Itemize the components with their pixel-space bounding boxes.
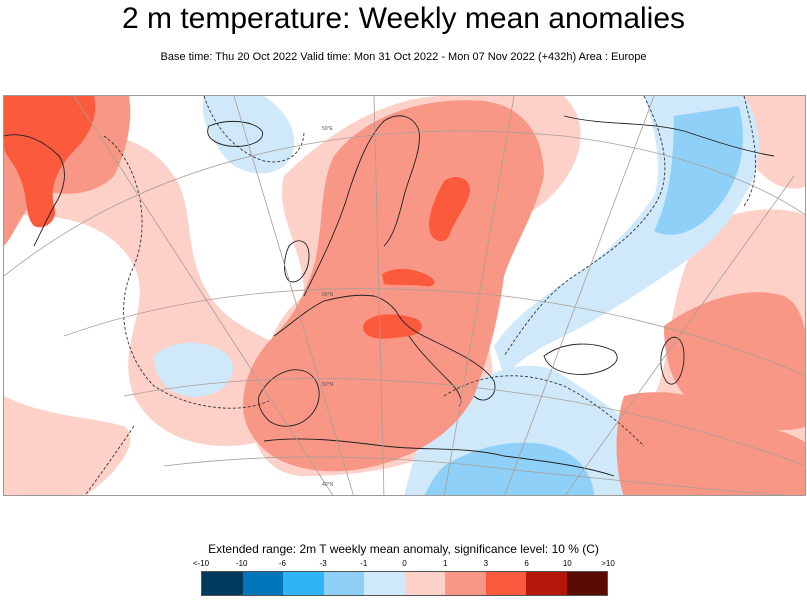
greenland-coast [4,134,65,247]
anomaly-map: 50°E 60°N 50°N 40°N [3,95,806,496]
legend-swatch [202,572,243,595]
meridian-5 [504,96,655,495]
europe-coast [273,294,496,401]
turkey-warm-area [664,292,805,431]
southern-light-warm-area [4,396,131,495]
parallel-30n [163,456,786,495]
parallel-40n [123,378,805,466]
russia-arctic-coast [563,115,775,157]
significance-contours [84,96,756,495]
caspian-coast [660,336,685,385]
legend-label: 3 [483,559,489,568]
meridian-1 [73,96,334,495]
legend-swatch [526,572,567,595]
parallel-60n [4,130,805,277]
parallel-50n [63,288,805,376]
legend-label: >10 [601,559,615,568]
legend-swatch [364,572,405,595]
legend-labels: <-10 -10 -6 -3 -1 0 1 3 6 10 >10 [0,559,807,570]
central-europe-strong-warm-area [382,268,435,287]
iberia-coast [258,369,320,427]
map-subtitle: Base time: Thu 20 Oct 2022 Valid time: M… [160,51,647,63]
legend-swatch [485,572,526,595]
map-title: 2 m temperature: Weekly mean anomalies [121,2,686,35]
legend-title: Extended range: 2m T weekly mean anomaly… [208,542,599,556]
legend-label: 6 [524,559,529,568]
legend-label: <-10 [192,559,210,568]
legend-swatch [242,572,283,595]
black-sea-coast [543,343,618,375]
legend-label: 1 [442,559,448,568]
legend-label: -3 [319,559,327,568]
northern-cool-area [202,96,295,174]
meridian-6 [564,175,795,495]
legend-label: 10 [562,559,572,568]
scandinavia-coast [303,115,420,297]
legend-label: 0 [402,559,407,568]
iceland-coast [207,120,263,147]
meridian-3 [373,96,385,495]
finland-strong-warm-area [429,176,470,242]
graticule-labels: 50°E 60°N 50°N 40°N [322,126,334,488]
meridian-4 [443,96,515,495]
graticule-label: 40°N [322,482,334,488]
ne-light-warm-area [744,96,805,189]
greenland-strong-warm-area [4,96,96,228]
legend-swatch [283,572,324,595]
legend-swatch [404,572,445,595]
meridian-2 [233,96,354,495]
cool-anomaly-areas [154,96,759,495]
graticule-label: 50°N [322,382,334,388]
coastlines [4,115,775,477]
graticule-label: 50°E [322,126,334,132]
middle-east-warm-area [616,392,805,495]
legend-swatch [323,572,364,595]
north-africa-coast [263,438,615,477]
legend-label: -6 [278,559,286,568]
legend-swatch [566,572,607,595]
graticule [4,96,805,495]
russia-stronger-cool-area [654,106,743,235]
legend-colorbar [201,571,608,596]
alps-strong-warm-area [362,314,422,339]
strong-warm-anomaly-areas [4,96,470,339]
legend-label: -1 [360,559,368,568]
legend-label: -10 [235,559,248,568]
legend-swatch [445,572,486,595]
graticule-label: 60°N [322,292,334,298]
